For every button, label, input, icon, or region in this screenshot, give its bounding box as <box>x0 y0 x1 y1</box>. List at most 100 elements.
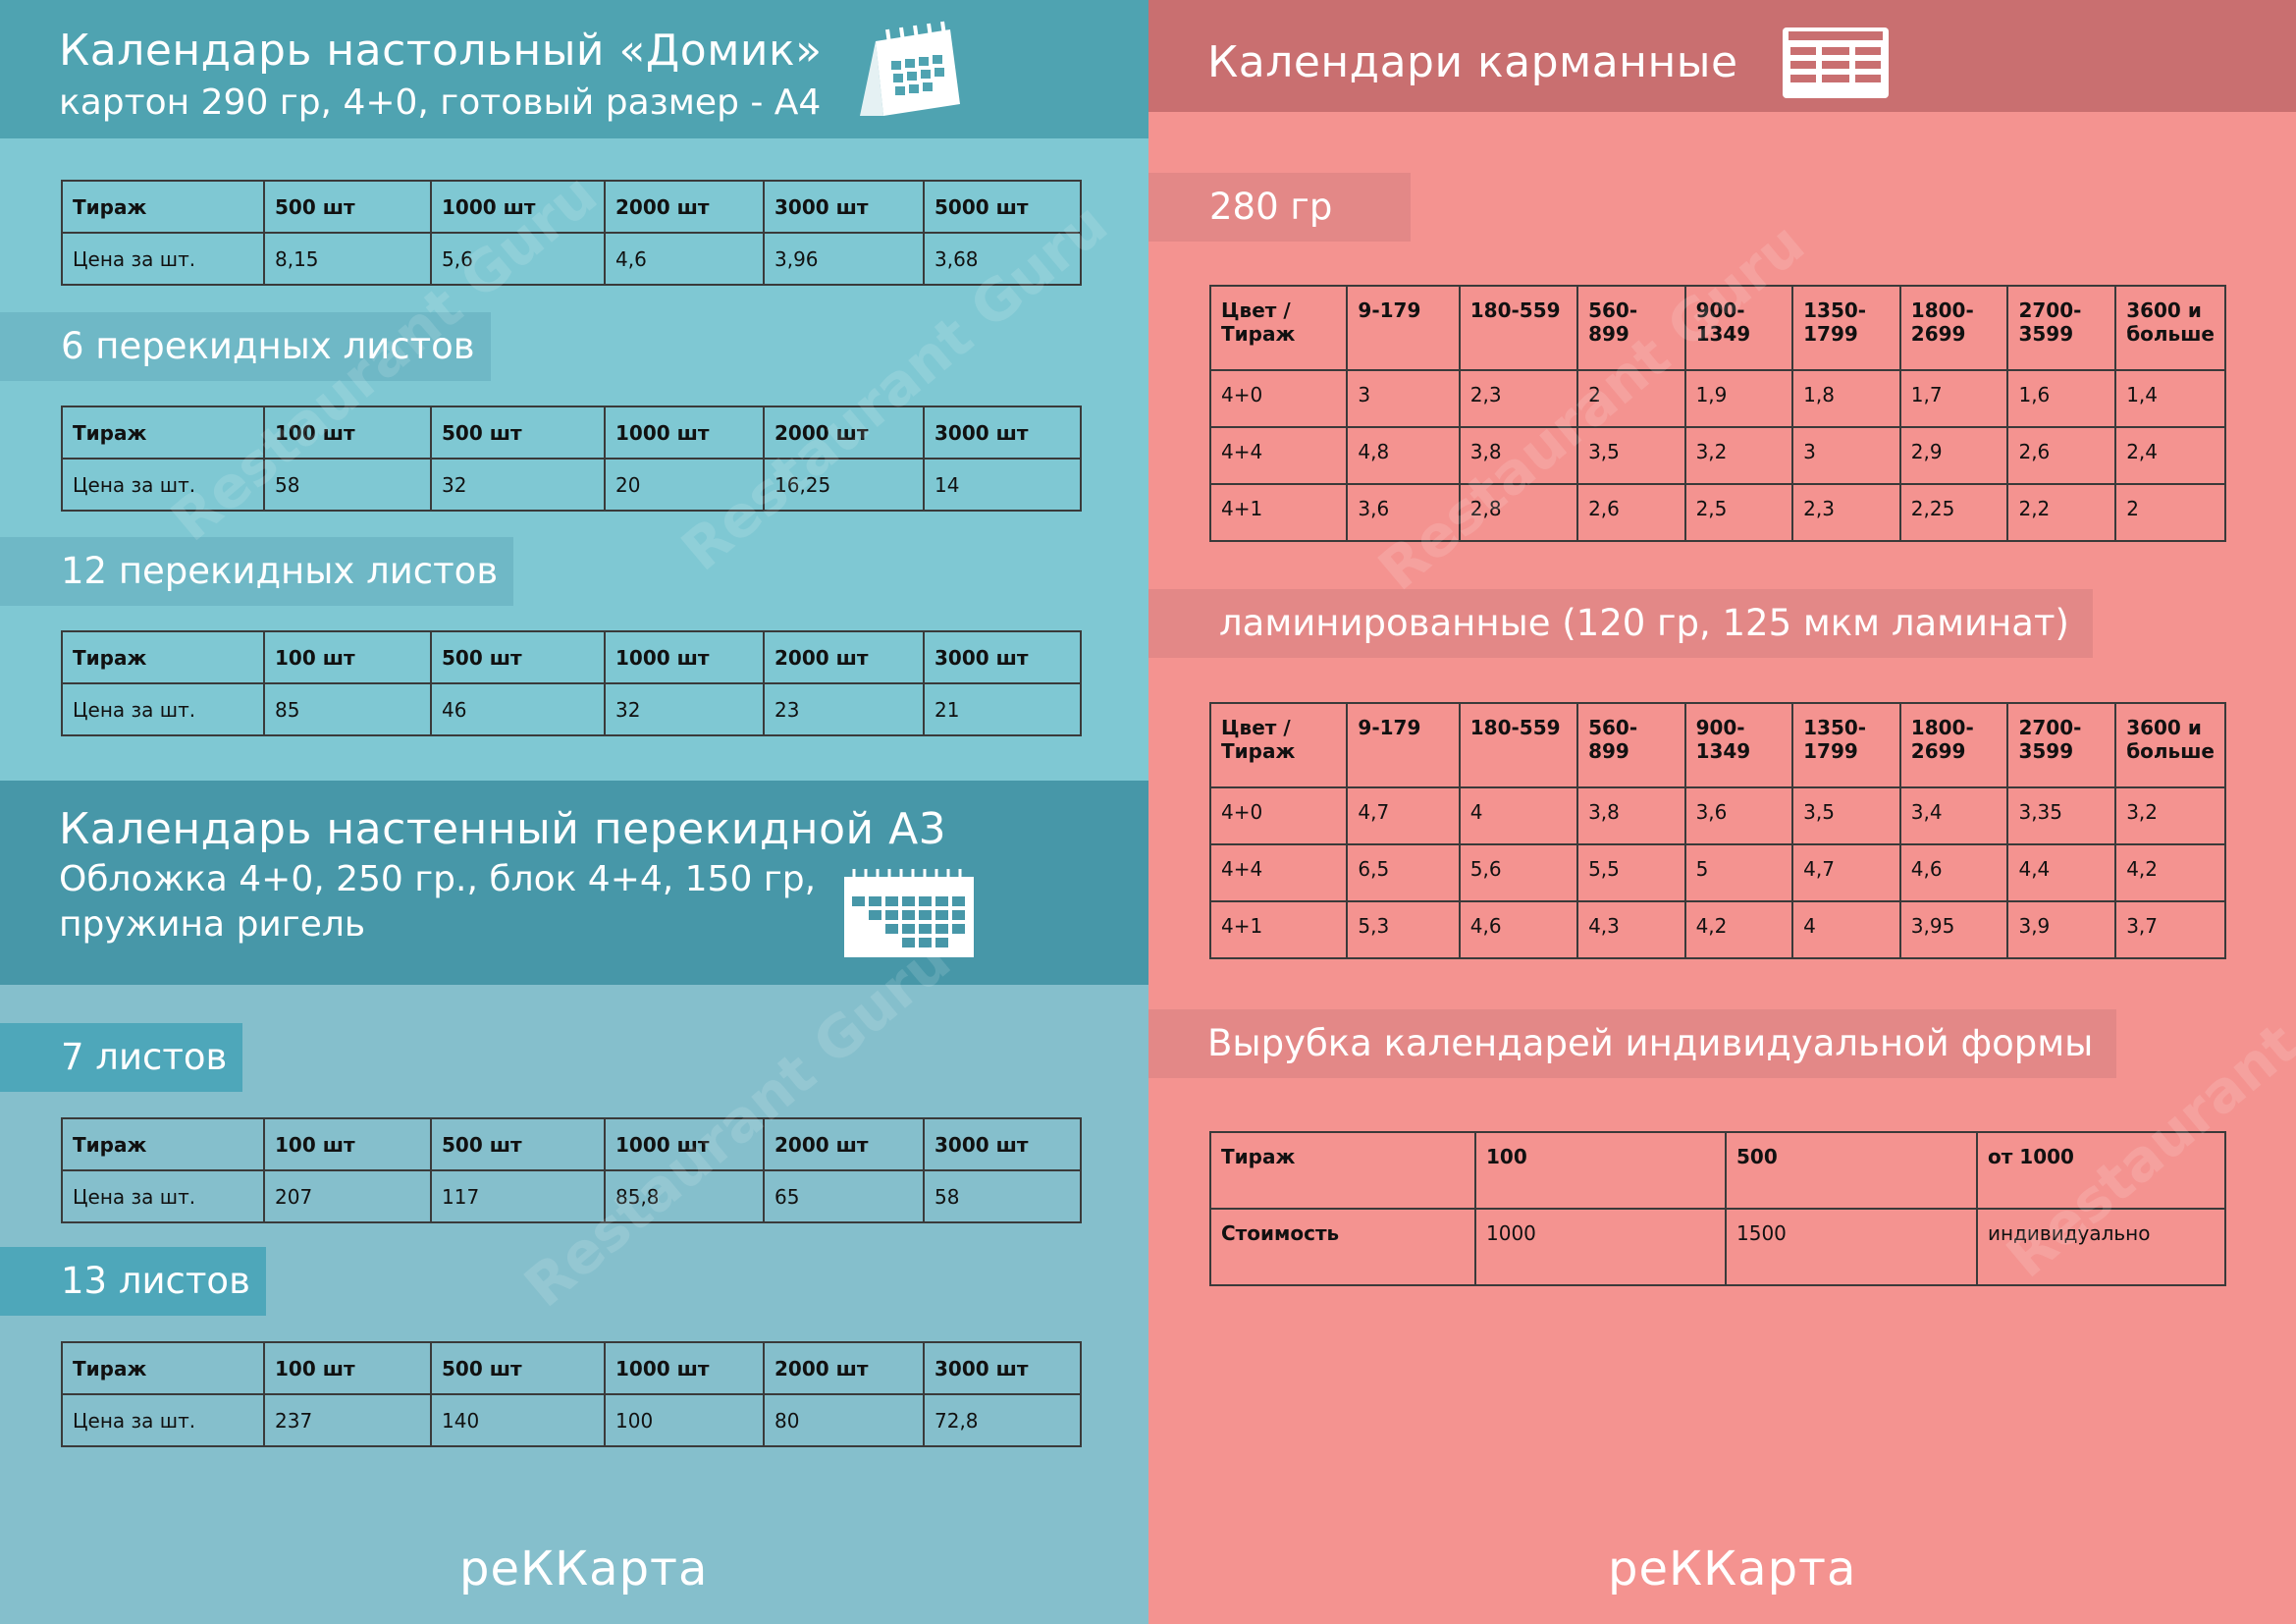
table-cell: 4,7 <box>1791 843 1901 902</box>
table-cell: 5000 шт <box>923 180 1082 234</box>
table-cell: 3000 шт <box>923 1117 1082 1171</box>
table-cell: 1000 <box>1474 1208 1727 1286</box>
table-cell: Цена за шт. <box>61 1393 265 1447</box>
table-cell: 32 <box>604 682 765 736</box>
table-row: Цена за шт. 207 117 85,8 65 58 <box>61 1169 1082 1223</box>
table-cell: 1800-2699 <box>1898 702 2009 788</box>
twelve-sheets-table: Тираж 100 шт 500 шт 1000 шт 2000 шт 3000… <box>61 630 1082 736</box>
table-cell: 2700-3599 <box>2006 285 2117 371</box>
right-panel: Календари карманные 280 гр Цвет / Тираж … <box>1148 0 2296 1624</box>
table-cell: 2,25 <box>1898 483 2009 542</box>
table-cell: 180-559 <box>1458 285 1579 371</box>
table-cell: 1000 шт <box>604 1341 765 1395</box>
table-cell: 100 шт <box>263 630 432 684</box>
table-cell: 2000 шт <box>763 406 925 460</box>
table-cell: Тираж <box>61 630 265 684</box>
table-cell: 560-899 <box>1576 702 1686 788</box>
table-cell: 117 <box>430 1169 606 1223</box>
table-cell: 1000 шт <box>430 180 606 234</box>
table-header-row: Тираж 100 500 от 1000 <box>1209 1131 2226 1210</box>
table-cell: 500 шт <box>430 406 606 460</box>
table-cell: 4,2 <box>2114 843 2226 902</box>
table-cell: от 1000 <box>1976 1131 2226 1210</box>
table-cell: 500 шт <box>263 180 432 234</box>
table-cell: 14 <box>923 458 1082 512</box>
table-cell: 100 <box>1474 1131 1727 1210</box>
table-cell: 3,6 <box>1346 483 1461 542</box>
table-cell: 2,4 <box>2114 426 2226 485</box>
table-cell: 1000 шт <box>604 630 765 684</box>
table-row: 4+0 3 2,3 2 1,9 1,8 1,7 1,6 1,4 <box>1208 369 2226 428</box>
table-cell: 237 <box>263 1393 432 1447</box>
desk-calendar-icon <box>860 21 960 116</box>
table-cell: 85,8 <box>604 1169 765 1223</box>
desk-calendar-title: Календарь настольный «Домик» <box>59 26 823 76</box>
table-cell: 500 шт <box>430 1117 606 1171</box>
table-cell: 3,8 <box>1576 786 1686 845</box>
table-cell: 2000 шт <box>763 630 925 684</box>
table-cell: 1,7 <box>1898 369 2009 428</box>
seven-sheets-table: Тираж 100 шт 500 шт 1000 шт 2000 шт 3000… <box>61 1117 1082 1223</box>
table-cell: 900-1349 <box>1683 702 1794 788</box>
table-cell: 3,8 <box>1458 426 1579 485</box>
section-label-laminated: ламинированные (120 гр, 125 мкм ламинат) <box>1148 589 2093 658</box>
table-cell: 4,2 <box>1683 900 1794 959</box>
table-icon <box>1783 27 1889 98</box>
table-cell: 5 <box>1683 843 1794 902</box>
table-cell: Цена за шт. <box>61 1169 265 1223</box>
die-cutting-table: Тираж 100 500 от 1000 Стоимость 1000 150… <box>1209 1131 2226 1286</box>
table-cell: 5,3 <box>1346 900 1461 959</box>
table-cell: 6,5 <box>1346 843 1461 902</box>
table-cell: 3,6 <box>1683 786 1794 845</box>
table-cell: 3,5 <box>1791 786 1901 845</box>
table-cell: 9-179 <box>1346 702 1461 788</box>
table-cell: Тираж <box>1209 1131 1476 1210</box>
six-sheets-table: Тираж 100 шт 500 шт 1000 шт 2000 шт 3000… <box>61 406 1082 512</box>
table-cell: 4+0 <box>1208 786 1349 845</box>
table-cell: 500 шт <box>430 630 606 684</box>
table-cell: 3,68 <box>923 232 1082 286</box>
table-cell: 21 <box>923 682 1082 736</box>
table-cell: 900-1349 <box>1683 285 1794 371</box>
table-cell: 2700-3599 <box>2006 702 2117 788</box>
wall-calendar-header: Календарь настенный перекидной А3 Обложк… <box>0 781 1148 985</box>
table-cell: 4,7 <box>1346 786 1461 845</box>
table-cell: 4+1 <box>1208 483 1349 542</box>
table-cell: 100 шт <box>263 406 432 460</box>
section-label-12-sheets: 12 перекидных листов <box>0 537 514 606</box>
table-cell: 32 <box>430 458 606 512</box>
table-row: 4+0 4,7 4 3,8 3,6 3,5 3,4 3,35 3,2 <box>1208 786 2226 845</box>
table-cell: 4+0 <box>1208 369 1349 428</box>
table-cell: 4+4 <box>1208 843 1349 902</box>
table-cell: 4,4 <box>2006 843 2117 902</box>
table-cell: 80 <box>763 1393 925 1447</box>
table-cell: 2000 шт <box>763 1341 925 1395</box>
table-cell: 1,8 <box>1791 369 1901 428</box>
table-cell: 3600 и больше <box>2114 285 2226 371</box>
table-cell: 180-559 <box>1458 702 1579 788</box>
section-label-6-sheets: 6 перекидных листов <box>0 312 491 381</box>
table-cell: 1800-2699 <box>1898 285 2009 371</box>
table-cell: 9-179 <box>1346 285 1461 371</box>
table-cell: 2,5 <box>1683 483 1794 542</box>
table-cell: 1,9 <box>1683 369 1794 428</box>
table-cell: 3,96 <box>763 232 925 286</box>
pocket-280gr-table: Цвет / Тираж 9-179 180-559 560-899 900-1… <box>1208 285 2226 542</box>
table-row: Стоимость 1000 1500 индивидуально <box>1209 1208 2226 1286</box>
left-panel: Календарь настольный «Домик» картон 290 … <box>0 0 1148 1597</box>
table-cell: 2000 шт <box>604 180 765 234</box>
table-row: 4+1 3,6 2,8 2,6 2,5 2,3 2,25 2,2 2 <box>1208 483 2226 542</box>
table-header-row: Тираж 100 шт 500 шт 1000 шт 2000 шт 3000… <box>61 630 1082 684</box>
table-cell: 3,7 <box>2114 900 2226 959</box>
table-cell: 3000 шт <box>923 1341 1082 1395</box>
table-cell: Стоимость <box>1209 1208 1476 1286</box>
table-cell: 3000 шт <box>763 180 925 234</box>
table-cell: 100 шт <box>263 1117 432 1171</box>
table-cell: Цвет / Тираж <box>1208 285 1349 371</box>
table-row: 4+1 5,3 4,6 4,3 4,2 4 3,95 3,9 3,7 <box>1208 900 2226 959</box>
table-header-row: Цвет / Тираж 9-179 180-559 560-899 900-1… <box>1208 285 2226 371</box>
table-cell: 1000 шт <box>604 406 765 460</box>
table-cell: 4,6 <box>1898 843 2009 902</box>
table-header-row: Цвет / Тираж 9-179 180-559 560-899 900-1… <box>1208 702 2226 788</box>
wall-calendar-icon <box>844 869 974 957</box>
